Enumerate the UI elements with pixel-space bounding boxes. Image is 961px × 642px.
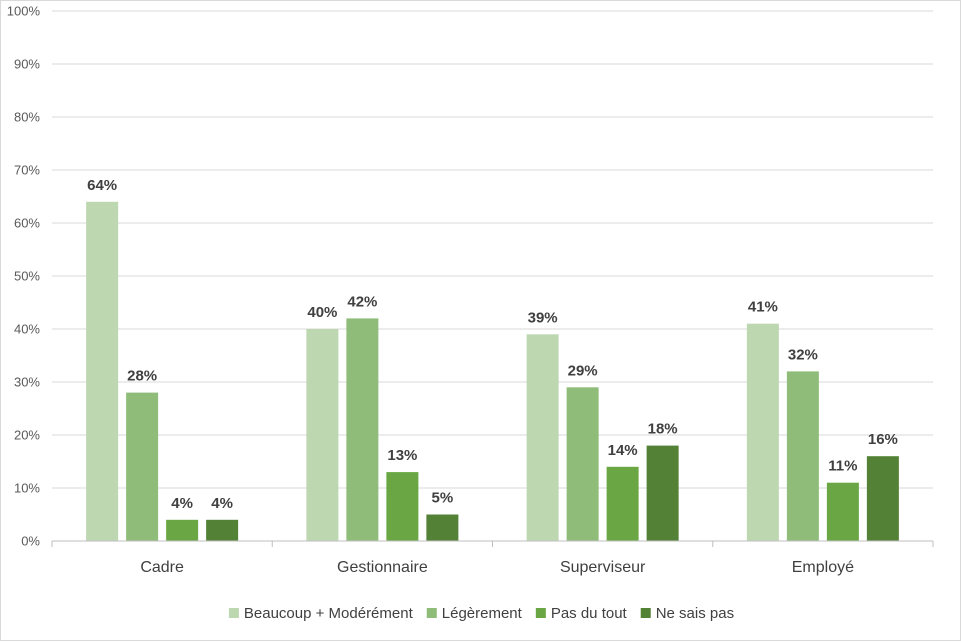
legend-label: Légèrement xyxy=(442,605,523,622)
bars xyxy=(86,201,899,542)
data-label: 4% xyxy=(211,495,233,512)
bar xyxy=(786,371,819,541)
data-label: 4% xyxy=(171,495,193,512)
y-tick-label: 30% xyxy=(14,375,40,390)
bar xyxy=(426,514,459,541)
legend-label: Beaucoup + Modérément xyxy=(244,605,414,622)
data-label: 5% xyxy=(432,490,454,507)
data-labels: 64% 28% 4% 4% 40% 42% 13% 5% 39% 29% 14% 18% 41% 32% 1… xyxy=(87,177,898,512)
y-tick-label: 20% xyxy=(14,428,40,443)
y-tick-label: 90% xyxy=(14,57,40,72)
bar xyxy=(566,387,599,541)
y-axis: 0% 10% 20% 30% 40% 50% 60% 70% 80% 90% 100% xyxy=(7,4,41,549)
legend-label: Pas du tout xyxy=(551,605,628,622)
x-tick-label: Cadre xyxy=(140,559,184,576)
bar xyxy=(746,323,779,541)
bar xyxy=(306,329,339,541)
data-label: 40% xyxy=(307,304,337,321)
data-label: 14% xyxy=(608,442,638,459)
legend: Beaucoup + Modérément Légèrement Pas du to… xyxy=(228,605,734,622)
data-label: 41% xyxy=(748,299,778,316)
data-label: 29% xyxy=(568,362,598,379)
y-tick-label: 70% xyxy=(14,163,40,178)
y-tick-label: 0% xyxy=(21,534,40,549)
bar xyxy=(166,519,199,541)
bar xyxy=(526,334,559,541)
bar xyxy=(346,318,379,541)
x-tick-label: Gestionnaire xyxy=(337,559,428,576)
y-tick-label: 100% xyxy=(7,4,41,19)
x-axis: Cadre Gestionnaire Superviseur Employé xyxy=(51,540,934,576)
data-label: 13% xyxy=(387,447,417,464)
y-tick-label: 10% xyxy=(14,481,40,496)
bar xyxy=(126,392,159,541)
data-label: 18% xyxy=(648,421,678,438)
data-label: 39% xyxy=(528,309,558,326)
legend-swatch xyxy=(228,608,239,618)
data-label: 28% xyxy=(127,368,157,385)
bar xyxy=(386,472,419,541)
x-tick-label: Superviseur xyxy=(560,559,646,576)
data-label: 64% xyxy=(87,177,117,194)
legend-swatch xyxy=(535,608,546,618)
gridlines xyxy=(52,10,933,489)
y-tick-label: 60% xyxy=(14,216,40,231)
y-tick-label: 40% xyxy=(14,322,40,337)
data-label: 42% xyxy=(347,293,377,310)
data-label: 16% xyxy=(868,431,898,448)
y-tick-label: 50% xyxy=(14,269,40,284)
legend-label: Ne sais pas xyxy=(656,605,734,622)
bar xyxy=(206,519,239,541)
bar xyxy=(606,466,639,541)
bar xyxy=(86,201,119,542)
data-label: 32% xyxy=(788,346,818,363)
bar xyxy=(866,456,899,541)
bar xyxy=(826,482,859,541)
x-tick-label: Employé xyxy=(792,559,854,576)
legend-swatch xyxy=(426,608,437,618)
y-tick-label: 80% xyxy=(14,110,40,125)
data-label: 11% xyxy=(828,458,857,475)
bar xyxy=(646,445,679,541)
legend-swatch xyxy=(640,608,651,618)
